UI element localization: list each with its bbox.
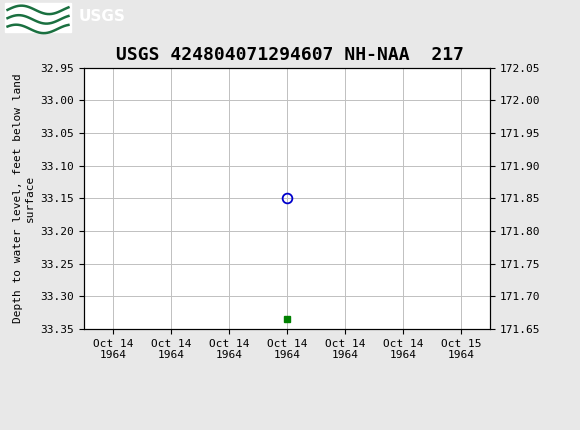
Text: USGS: USGS [78,9,125,25]
Y-axis label: Depth to water level, feet below land
surface: Depth to water level, feet below land su… [13,74,35,323]
FancyBboxPatch shape [5,3,71,32]
Text: USGS 424804071294607 NH-NAA  217: USGS 424804071294607 NH-NAA 217 [116,46,464,64]
